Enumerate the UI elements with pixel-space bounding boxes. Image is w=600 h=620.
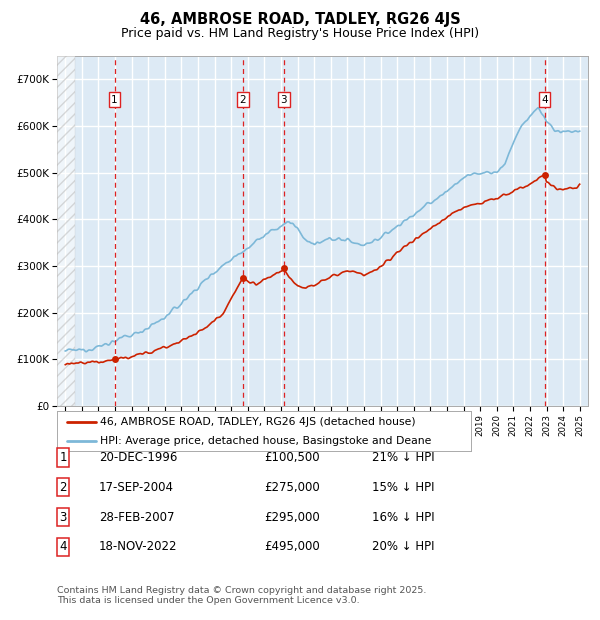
Text: 1: 1 xyxy=(111,95,118,105)
Text: 21% ↓ HPI: 21% ↓ HPI xyxy=(372,451,434,464)
Text: 3: 3 xyxy=(59,511,67,523)
Text: 46, AMBROSE ROAD, TADLEY, RG26 4JS (detached house): 46, AMBROSE ROAD, TADLEY, RG26 4JS (deta… xyxy=(100,417,416,427)
Text: 17-SEP-2004: 17-SEP-2004 xyxy=(99,481,174,494)
Text: 15% ↓ HPI: 15% ↓ HPI xyxy=(372,481,434,494)
Text: 4: 4 xyxy=(59,541,67,553)
Text: 2: 2 xyxy=(59,481,67,494)
Text: Price paid vs. HM Land Registry's House Price Index (HPI): Price paid vs. HM Land Registry's House … xyxy=(121,27,479,40)
Text: 46, AMBROSE ROAD, TADLEY, RG26 4JS: 46, AMBROSE ROAD, TADLEY, RG26 4JS xyxy=(140,12,460,27)
Text: 1: 1 xyxy=(59,451,67,464)
Text: £100,500: £100,500 xyxy=(264,451,320,464)
Text: HPI: Average price, detached house, Basingstoke and Deane: HPI: Average price, detached house, Basi… xyxy=(100,436,432,446)
Text: 28-FEB-2007: 28-FEB-2007 xyxy=(99,511,175,523)
Text: 3: 3 xyxy=(280,95,287,105)
Text: 4: 4 xyxy=(541,95,548,105)
Text: 20-DEC-1996: 20-DEC-1996 xyxy=(99,451,178,464)
Text: £275,000: £275,000 xyxy=(264,481,320,494)
Text: 2: 2 xyxy=(240,95,247,105)
Bar xyxy=(57,56,75,406)
Text: 20% ↓ HPI: 20% ↓ HPI xyxy=(372,541,434,553)
Text: 16% ↓ HPI: 16% ↓ HPI xyxy=(372,511,434,523)
Text: £295,000: £295,000 xyxy=(264,511,320,523)
Text: Contains HM Land Registry data © Crown copyright and database right 2025.
This d: Contains HM Land Registry data © Crown c… xyxy=(57,586,427,605)
Text: 18-NOV-2022: 18-NOV-2022 xyxy=(99,541,178,553)
Text: £495,000: £495,000 xyxy=(264,541,320,553)
